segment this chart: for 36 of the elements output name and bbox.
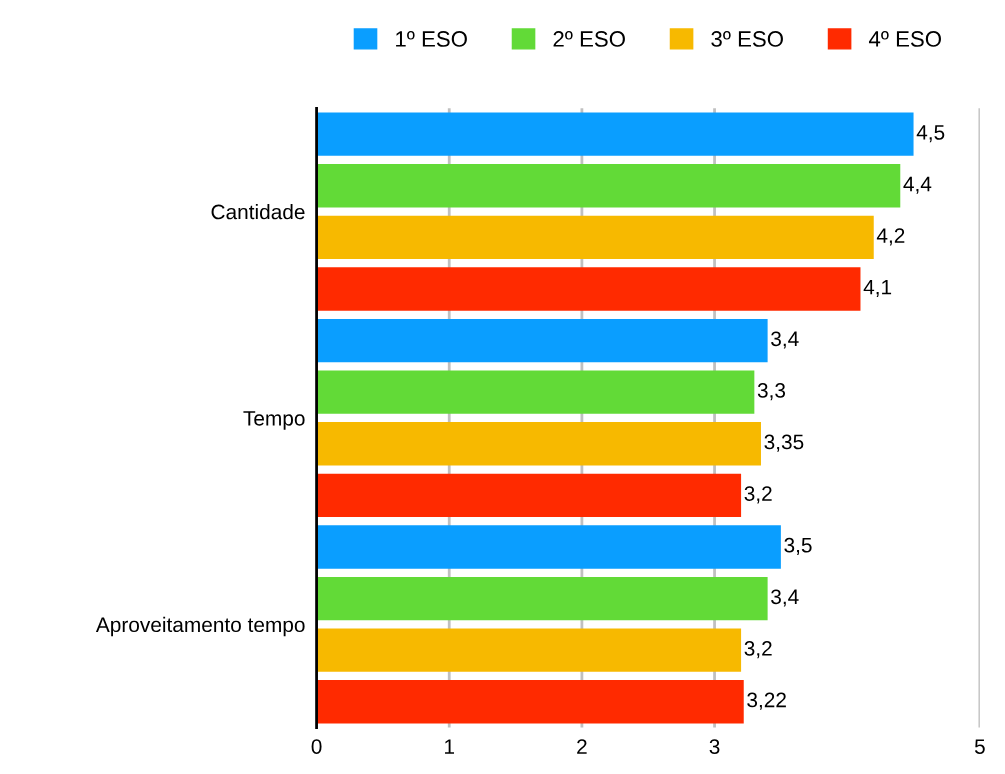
y-tick-label: Aproveitamento tempo: [95, 616, 305, 637]
data-label: 3,3: [757, 383, 786, 401]
bar: [316, 576, 768, 621]
bar: [316, 422, 761, 466]
legend-label: 4º ESO: [868, 31, 941, 47]
bar: [316, 473, 742, 518]
data-label: 4,1: [863, 280, 892, 298]
data-label: 3,22: [747, 692, 786, 710]
data-label: 3,4: [771, 331, 799, 349]
bar: [316, 525, 781, 569]
legend-label: 3º ESO: [711, 31, 783, 47]
data-label: 3,5: [784, 537, 812, 556]
data-label: 4,4: [903, 176, 932, 194]
bar: [316, 318, 768, 363]
bar: [316, 370, 755, 414]
data-label: 4,5: [916, 125, 945, 143]
legend-label: 2º ESO: [553, 31, 625, 47]
bar: [316, 267, 861, 311]
x-tick-label: 2: [577, 739, 587, 754]
y-tick-label: Tempo: [243, 411, 305, 430]
data-label: 3,2: [744, 641, 772, 659]
y-tick-label: Cantidade: [211, 204, 305, 220]
bar: [316, 680, 744, 724]
data-label: 3,4: [771, 589, 799, 607]
data-label: 4,2: [876, 228, 905, 246]
bar: [316, 112, 914, 156]
data-label: 3,35: [764, 434, 804, 452]
bar: [316, 164, 901, 208]
data-label: 3,2: [744, 486, 772, 504]
bar: [316, 215, 874, 260]
x-tick-label: 5: [974, 739, 985, 754]
x-tick-label: 0: [311, 739, 322, 754]
x-tick-label: 3: [709, 739, 720, 754]
legend-label: 1º ESO: [396, 31, 467, 47]
bar: [316, 628, 742, 672]
x-tick-label: 1: [445, 739, 455, 754]
